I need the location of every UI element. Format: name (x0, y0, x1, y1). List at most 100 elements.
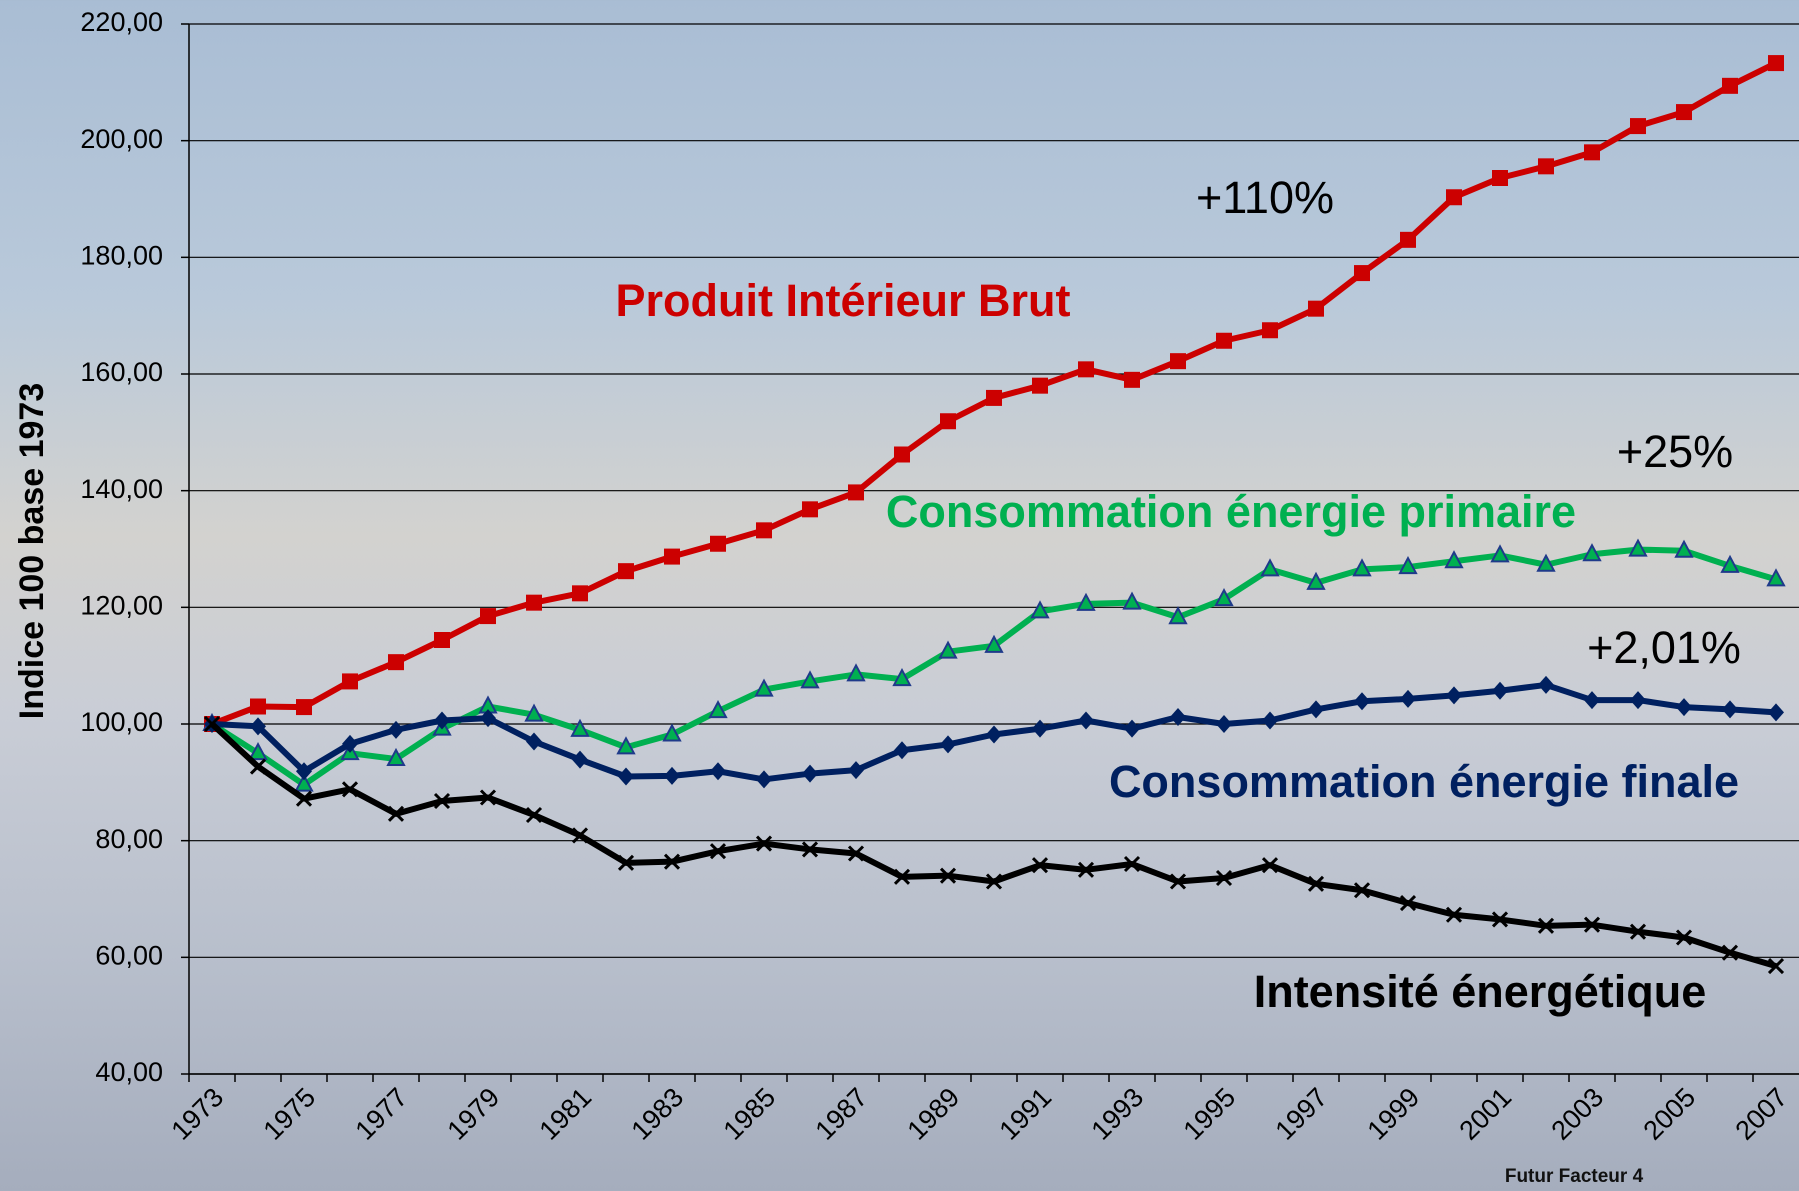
marker (1352, 558, 1372, 577)
series-label: Produit Intérieur Brut (615, 275, 1070, 326)
marker (1446, 686, 1462, 705)
marker (1262, 711, 1278, 730)
marker (342, 673, 358, 690)
marker (1538, 158, 1554, 175)
marker (1584, 144, 1600, 161)
marker (1308, 300, 1324, 317)
y-tick-label: 60,00 (95, 940, 163, 970)
marker (433, 792, 451, 810)
x-tick-label: 1981 (534, 1082, 598, 1146)
marker (1722, 77, 1738, 94)
marker (756, 522, 772, 539)
x-tick-label: 1993 (1086, 1082, 1150, 1146)
x-tick-label: 1987 (810, 1082, 874, 1146)
marker (1400, 231, 1416, 248)
y-tick-label: 160,00 (80, 357, 163, 387)
marker (1308, 700, 1324, 719)
marker (387, 805, 405, 822)
marker (1629, 923, 1647, 940)
marker (664, 766, 680, 785)
marker (662, 723, 682, 742)
marker (250, 717, 266, 736)
marker (1077, 861, 1095, 878)
marker (1353, 882, 1371, 899)
marker (1398, 555, 1418, 575)
marker (710, 762, 726, 781)
y-tick-label: 80,00 (95, 824, 163, 854)
x-tick-label: 2007 (1730, 1082, 1794, 1146)
marker (1538, 675, 1554, 694)
x-tick-label: 1973 (166, 1082, 230, 1146)
marker (1124, 719, 1140, 738)
marker (1400, 689, 1416, 708)
x-tick-label: 1997 (1270, 1082, 1334, 1146)
marker (1260, 558, 1280, 577)
marker (1168, 606, 1188, 625)
marker (1766, 568, 1786, 587)
x-tick-label: 2005 (1638, 1082, 1702, 1146)
marker (1078, 711, 1094, 730)
marker (526, 732, 542, 751)
marker (1583, 916, 1601, 933)
marker (250, 698, 266, 715)
marker (296, 699, 312, 716)
marker (1076, 592, 1096, 611)
marker (1122, 591, 1142, 610)
x-tick-label: 1989 (902, 1082, 966, 1146)
x-tick-label: 1995 (1178, 1082, 1242, 1146)
marker (1306, 571, 1326, 590)
marker (1676, 698, 1692, 717)
series-label: Intensité énergétique (1254, 966, 1707, 1017)
y-tick-label: 200,00 (80, 124, 163, 154)
marker (480, 709, 496, 728)
marker (1262, 322, 1278, 339)
marker (848, 484, 864, 501)
y-tick-label: 220,00 (80, 7, 163, 37)
marker (388, 720, 404, 739)
series-label: Consommation énergie finale (1109, 756, 1739, 807)
x-tick-label: 2003 (1546, 1082, 1610, 1146)
marker (248, 742, 268, 761)
marker (664, 548, 680, 565)
x-tick-label: 1975 (258, 1082, 322, 1146)
x-tick-label: 1999 (1362, 1082, 1426, 1146)
y-tick-label: 180,00 (80, 240, 163, 270)
marker (1354, 265, 1370, 282)
marker (1446, 189, 1462, 206)
marker (295, 790, 313, 807)
annotation: +2,01% (1587, 622, 1741, 673)
marker (1307, 875, 1325, 892)
marker (755, 835, 773, 852)
marker (939, 867, 957, 884)
marker (617, 854, 635, 871)
marker (341, 781, 359, 798)
marker (1261, 857, 1279, 874)
marker (618, 563, 634, 580)
marker (801, 841, 819, 858)
marker (1399, 895, 1417, 912)
marker (618, 767, 634, 786)
marker (1582, 543, 1602, 562)
marker (479, 789, 497, 806)
marker (1490, 544, 1510, 563)
marker (572, 585, 588, 602)
marker (571, 827, 589, 844)
marker (1537, 917, 1555, 934)
marker (524, 703, 544, 722)
marker (1768, 703, 1784, 722)
marker (802, 764, 818, 783)
marker (846, 663, 866, 682)
marker (1031, 857, 1049, 874)
marker (892, 667, 912, 687)
marker (1215, 869, 1233, 887)
marker (1721, 944, 1739, 961)
marker (894, 446, 910, 463)
marker (986, 389, 1002, 406)
marker (1170, 353, 1186, 370)
marker (526, 594, 542, 611)
marker (663, 853, 681, 870)
marker (802, 501, 818, 518)
marker (800, 670, 820, 689)
